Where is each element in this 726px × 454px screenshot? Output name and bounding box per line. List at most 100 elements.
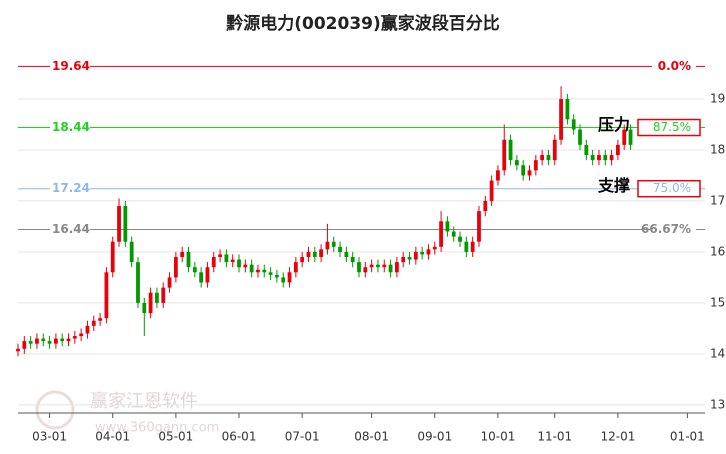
candle-body bbox=[496, 170, 500, 181]
level-value: 16.44 bbox=[52, 222, 90, 236]
level-label: 87.5% bbox=[653, 120, 691, 134]
candle-body bbox=[53, 338, 58, 344]
chart-title: 黔源电力(002039)赢家波段百分比 bbox=[226, 13, 500, 34]
candle-body bbox=[262, 269, 267, 273]
x-tick-label: 04-01 bbox=[95, 430, 130, 444]
level-label-bg bbox=[50, 222, 90, 237]
candle-body bbox=[275, 274, 279, 278]
candle-body bbox=[218, 254, 222, 258]
level-label: 0.0% bbox=[658, 59, 691, 73]
candle-body bbox=[66, 338, 71, 342]
x-tick-label: 10-01 bbox=[480, 430, 515, 444]
candle-body bbox=[325, 241, 330, 250]
candle-body bbox=[508, 139, 513, 161]
level-label: 75.0% bbox=[653, 181, 691, 195]
candle-body bbox=[382, 264, 387, 268]
candle-body bbox=[60, 338, 65, 342]
candle-body bbox=[394, 262, 399, 273]
candle-body bbox=[72, 336, 77, 339]
level-label-bg bbox=[50, 59, 90, 74]
candle-body bbox=[243, 264, 248, 268]
candle-body bbox=[521, 165, 526, 176]
candle-body bbox=[527, 170, 532, 176]
candle-body bbox=[502, 139, 507, 171]
candle-body bbox=[16, 348, 20, 352]
watermark-text: 赢家江恩软件 bbox=[90, 390, 198, 412]
candle-body bbox=[287, 272, 292, 283]
candle-body bbox=[369, 264, 374, 268]
candle-body bbox=[319, 249, 324, 258]
y-tick-label: 19 bbox=[710, 91, 725, 105]
candle-body bbox=[136, 262, 140, 303]
candle-body bbox=[426, 249, 431, 255]
candle-body bbox=[167, 277, 172, 288]
candle-body bbox=[350, 257, 355, 263]
candle-body bbox=[439, 221, 443, 247]
candle-body bbox=[546, 155, 551, 161]
candle-body bbox=[205, 267, 210, 283]
candle-body bbox=[306, 251, 311, 258]
level-value: 17.24 bbox=[52, 181, 90, 195]
watermark-logo bbox=[35, 390, 75, 430]
candle-body bbox=[420, 251, 425, 255]
candle-body bbox=[224, 254, 229, 263]
candle-body bbox=[363, 267, 368, 273]
candle-body bbox=[211, 257, 216, 268]
candle-body bbox=[47, 341, 52, 344]
candle-body bbox=[79, 333, 84, 337]
candle-body bbox=[199, 272, 204, 283]
y-tick-label: 14 bbox=[710, 346, 725, 360]
level-value: 19.64 bbox=[52, 59, 90, 73]
x-tick-label: 09-01 bbox=[417, 430, 452, 444]
candle-body bbox=[338, 246, 342, 252]
candle-body bbox=[376, 264, 380, 268]
candle-body bbox=[628, 129, 633, 145]
watermark: 赢家江恩软件 www.360gann.com bbox=[35, 390, 219, 436]
y-tick-label: 17 bbox=[710, 193, 725, 207]
candle-body bbox=[477, 211, 481, 242]
x-tick-label: 06-01 bbox=[222, 430, 257, 444]
candle-body bbox=[413, 251, 418, 260]
y-tick-label: 13 bbox=[710, 397, 725, 411]
candle-body bbox=[161, 287, 166, 303]
x-tick-label: 03-01 bbox=[32, 430, 67, 444]
level-label-bg bbox=[50, 120, 90, 135]
candle-body bbox=[540, 155, 545, 161]
x-tick-label: 05-01 bbox=[158, 430, 193, 444]
candle-body bbox=[85, 325, 90, 334]
level-box bbox=[637, 179, 701, 198]
candle-body bbox=[432, 246, 437, 250]
candle-body bbox=[110, 241, 115, 273]
x-tick-label: 12-01 bbox=[600, 430, 635, 444]
candle-body bbox=[616, 144, 620, 156]
candle-body bbox=[192, 267, 197, 273]
y-tick-label: 18 bbox=[710, 142, 725, 156]
x-tick-label: 08-01 bbox=[354, 430, 389, 444]
x-tick-label: 11-01 bbox=[537, 430, 572, 444]
candle-body bbox=[22, 341, 27, 349]
candle-body bbox=[552, 139, 557, 161]
candle-body bbox=[148, 292, 153, 314]
candle-body bbox=[344, 251, 349, 258]
candle-body bbox=[584, 144, 589, 156]
candle-body bbox=[142, 302, 147, 314]
level-label-bg bbox=[652, 222, 696, 237]
candle-body bbox=[533, 160, 538, 171]
candle-body bbox=[597, 155, 601, 161]
candle-body bbox=[464, 241, 469, 252]
watermark-url: www.360gann.com bbox=[95, 421, 219, 436]
candle-body bbox=[129, 241, 134, 263]
candle-body bbox=[622, 129, 627, 145]
candle-body bbox=[603, 155, 608, 161]
candle-body bbox=[91, 320, 96, 326]
candle-body bbox=[407, 257, 412, 260]
y-tick-label: 16 bbox=[710, 244, 725, 258]
candle-body bbox=[173, 257, 178, 278]
candle-body bbox=[483, 200, 488, 212]
candle-body bbox=[489, 180, 494, 201]
candle-body bbox=[590, 155, 595, 161]
candle-body bbox=[300, 257, 305, 263]
candle-body bbox=[268, 272, 273, 275]
candle-body bbox=[388, 264, 393, 273]
